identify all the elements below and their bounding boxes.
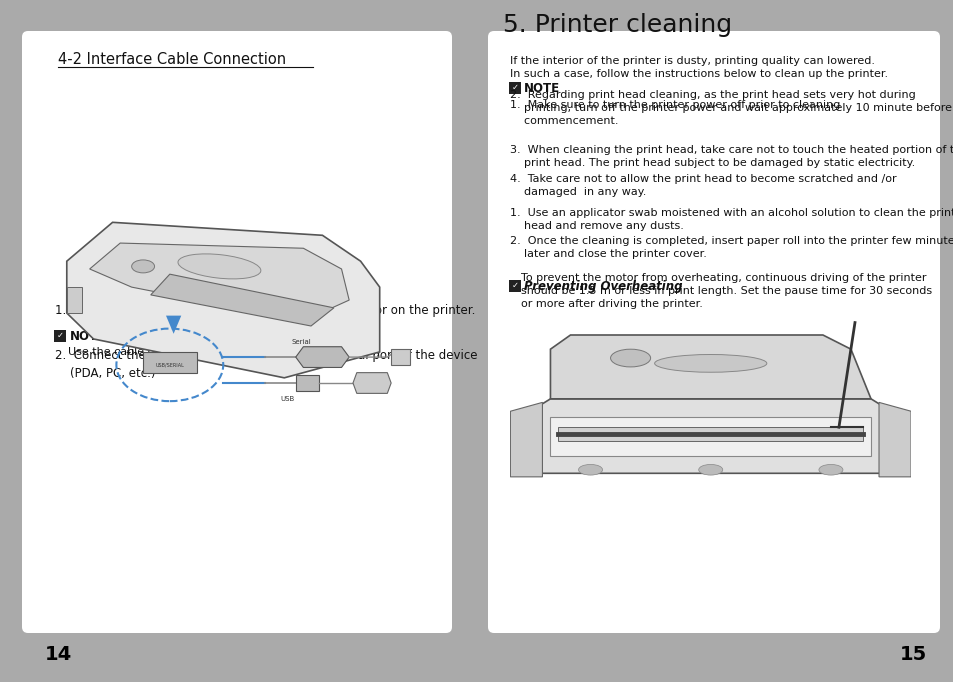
Polygon shape [67, 287, 82, 313]
Polygon shape [558, 427, 862, 441]
Text: If the interior of the printer is dusty, printing quality can lowered.: If the interior of the printer is dusty,… [510, 56, 874, 66]
Polygon shape [391, 349, 410, 365]
Polygon shape [550, 417, 870, 456]
Polygon shape [353, 372, 391, 394]
Text: USB/SERIAL: USB/SERIAL [155, 362, 184, 368]
Text: ✓: ✓ [512, 281, 518, 290]
Text: 2.  Once the cleaning is completed, insert paper roll into the printer few minut: 2. Once the cleaning is completed, inser… [510, 236, 953, 259]
Circle shape [698, 464, 722, 475]
Ellipse shape [178, 254, 260, 279]
Text: 2.  Connect the interface cable into the USB or Serial port of the device
    (P: 2. Connect the interface cable into the … [55, 349, 477, 380]
Text: 2.  Regarding print head cleaning, as the print head sets very hot during
    pr: 2. Regarding print head cleaning, as the… [510, 89, 951, 126]
Polygon shape [878, 402, 910, 477]
Text: 5. Printer cleaning: 5. Printer cleaning [502, 13, 731, 37]
FancyBboxPatch shape [54, 329, 67, 342]
Polygon shape [90, 243, 349, 321]
Ellipse shape [132, 260, 154, 273]
Polygon shape [550, 335, 870, 399]
Polygon shape [67, 222, 379, 378]
Polygon shape [530, 399, 890, 473]
Text: NOTE: NOTE [523, 82, 559, 95]
FancyBboxPatch shape [488, 31, 939, 633]
Text: 3.  When cleaning the print head, take care not to touch the heated portion of t: 3. When cleaning the print head, take ca… [510, 145, 953, 168]
Text: ✓: ✓ [57, 331, 64, 340]
Text: 1.  Use an applicator swab moistened with an alcohol solution to clean the print: 1. Use an applicator swab moistened with… [510, 208, 953, 231]
Polygon shape [510, 402, 542, 477]
Circle shape [578, 464, 602, 475]
Text: In such a case, follow the instructions below to clean up the printer.: In such a case, follow the instructions … [510, 69, 887, 79]
Text: 15: 15 [899, 645, 926, 664]
Text: 4.  Take care not to allow the print head to become scratched and /or
    damage: 4. Take care not to allow the print head… [510, 174, 896, 197]
Text: NOTE: NOTE [70, 330, 106, 343]
Text: USB: USB [280, 396, 294, 402]
Polygon shape [295, 346, 349, 368]
Text: To prevent the motor from overheating, continuous driving of the printer
should : To prevent the motor from overheating, c… [520, 273, 931, 309]
Text: 1.  Connect USB or Serial cable into the cable connector on the printer.: 1. Connect USB or Serial cable into the … [55, 304, 475, 317]
Text: Serial: Serial [292, 339, 312, 345]
Text: ✓: ✓ [512, 83, 518, 92]
Polygon shape [143, 352, 196, 372]
Text: 14: 14 [45, 645, 72, 664]
Polygon shape [166, 316, 181, 333]
FancyBboxPatch shape [22, 31, 452, 633]
Text: Use the cable offered by the manufacturer (USB, Serial): Use the cable offered by the manufacture… [68, 347, 380, 357]
Ellipse shape [654, 355, 766, 372]
Polygon shape [151, 274, 334, 326]
Polygon shape [295, 375, 318, 391]
Text: Preventing Overheating: Preventing Overheating [523, 280, 681, 293]
Circle shape [610, 349, 650, 367]
FancyBboxPatch shape [509, 280, 521, 291]
FancyBboxPatch shape [509, 82, 521, 93]
Text: 4-2 Interface Cable Connection: 4-2 Interface Cable Connection [58, 52, 286, 67]
Text: 1.  Make sure to turn the printer power off prior to cleaning: 1. Make sure to turn the printer power o… [510, 100, 840, 110]
Circle shape [818, 464, 842, 475]
